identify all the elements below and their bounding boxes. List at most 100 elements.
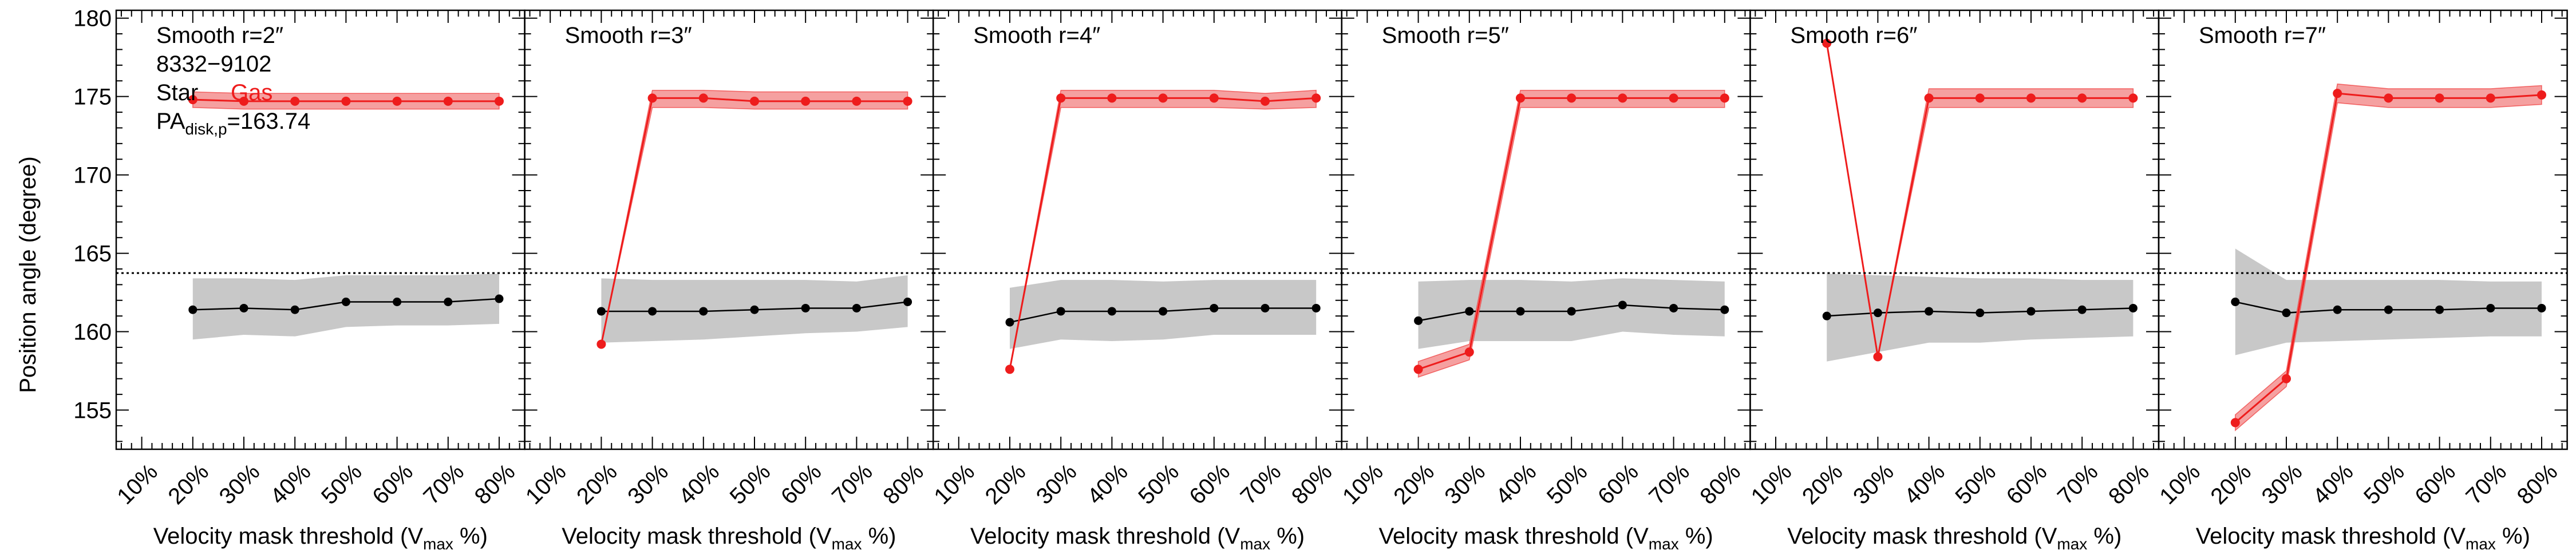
x-tick-label: 50% <box>1133 459 1184 509</box>
x-tick-label: 70% <box>827 459 878 509</box>
x-axis-label: Velocity mask threshold (Vmax %) <box>562 524 896 553</box>
panel-6: 10% 20% 30% 40% 50% 60% 70% 80% Velocity mask th… <box>2155 9 2568 553</box>
star-point <box>801 303 810 312</box>
x-tick-label: 60% <box>2410 459 2460 509</box>
x-tick-label: 30% <box>623 459 673 509</box>
x-tick-label: 30% <box>2257 459 2308 509</box>
star-uncertainty-band <box>2235 248 2542 355</box>
star-point <box>2384 305 2393 314</box>
x-tick-label: 30% <box>1848 459 1899 509</box>
x-tick-label: 10% <box>929 459 979 509</box>
star-point <box>1669 303 1678 312</box>
gas-point <box>1618 93 1627 103</box>
panel-frame <box>2158 9 2568 450</box>
star-point <box>1056 307 1065 316</box>
star-point <box>1618 300 1627 310</box>
x-axis-label: Velocity mask threshold (Vmax %) <box>970 524 1305 553</box>
gas-point <box>1158 93 1168 103</box>
x-tick-label: 80% <box>1695 459 1745 509</box>
panel-3: 10% 20% 30% 40% 50% 60% 70% 80% Velocity mask th… <box>929 9 1343 553</box>
gas-point <box>1975 93 1985 103</box>
star-point <box>596 307 606 316</box>
panel-frame <box>1341 9 1751 450</box>
x-tick-label: 60% <box>1593 459 1643 509</box>
star-point <box>2537 303 2546 312</box>
x-tick-label: 70% <box>1236 459 1286 509</box>
gas-point <box>1669 93 1678 103</box>
star-point <box>1261 303 1270 312</box>
gas-point <box>1005 365 1014 374</box>
gas-point <box>1209 93 1219 103</box>
star-point <box>393 298 402 307</box>
x-tick-label: 50% <box>1950 459 2001 509</box>
gas-point <box>2384 93 2393 103</box>
legend-star: Star <box>156 80 198 105</box>
x-tick-label: 40% <box>1899 459 1950 509</box>
star-point <box>239 303 248 312</box>
gas-point <box>2435 93 2444 103</box>
star-point <box>1311 303 1321 312</box>
star-point <box>2282 308 2291 318</box>
y-tick-label: 165 <box>73 242 112 267</box>
y-axis-label: Position angle (degree) <box>15 156 41 393</box>
x-tick-label: 80% <box>878 459 929 509</box>
x-tick-label: 30% <box>215 459 265 509</box>
y-tick-label: 175 <box>73 85 112 110</box>
gas-point <box>2333 89 2342 98</box>
gas-series-line <box>2234 92 2542 424</box>
gas-point <box>1720 93 1729 103</box>
star-point <box>1873 308 1882 318</box>
x-tick-label: 80% <box>2512 459 2563 509</box>
plot-area <box>116 91 525 340</box>
star-point <box>444 298 453 307</box>
panel-title: Smooth r=7″ <box>2199 23 2326 48</box>
x-tick-label: 20% <box>1389 459 1439 509</box>
x-tick-label: 70% <box>2461 459 2511 509</box>
star-uncertainty-band <box>192 274 499 340</box>
x-tick-label: 80% <box>2104 459 2154 509</box>
gas-point <box>290 96 300 106</box>
star-point <box>648 307 657 316</box>
gas-point <box>1311 93 1321 103</box>
panel-title: Smooth r=5″ <box>1382 23 1509 48</box>
gas-point <box>2128 93 2138 103</box>
plot-area <box>1750 38 2159 362</box>
x-tick-label: 10% <box>1338 459 1388 509</box>
x-tick-label: 40% <box>1082 459 1133 509</box>
x-tick-label: 20% <box>2206 459 2256 509</box>
star-point <box>1465 307 1474 316</box>
panel-title: Smooth r=4″ <box>973 23 1100 48</box>
gas-point <box>2077 93 2087 103</box>
star-point <box>2128 303 2138 312</box>
gas-point <box>2486 93 2495 103</box>
x-tick-label: 30% <box>1032 459 1082 509</box>
gas-point <box>1261 96 1270 106</box>
x-tick-label: 20% <box>163 459 214 509</box>
x-tick-label: 60% <box>776 459 827 509</box>
gas-point <box>801 96 811 106</box>
gas-point <box>392 96 402 106</box>
gas-point <box>1924 93 1934 103</box>
x-tick-label: 70% <box>418 459 469 509</box>
panel-title: Smooth r=3″ <box>565 23 692 48</box>
star-point <box>341 298 350 307</box>
star-uncertainty-band <box>1827 274 2134 362</box>
gas-point <box>1107 93 1117 103</box>
x-tick-label: 50% <box>2359 459 2409 509</box>
star-point <box>1159 307 1168 316</box>
legend-gas: Gas <box>231 80 272 105</box>
x-axis-label: Velocity mask threshold (Vmax %) <box>2196 524 2530 553</box>
x-tick-label: 10% <box>1747 459 1797 509</box>
x-tick-label: 70% <box>1644 459 1694 509</box>
star-point <box>1822 311 1831 320</box>
pa-disk-annotation: PAdisk,p=163.74 <box>156 109 310 138</box>
plot-area <box>1341 89 1751 378</box>
gas-point <box>1056 93 1066 103</box>
gas-point <box>852 96 862 106</box>
x-axis-label: Velocity mask threshold (Vmax %) <box>1787 524 2121 553</box>
panel-frame <box>1749 9 2160 450</box>
x-tick-label: 40% <box>2308 459 2358 509</box>
